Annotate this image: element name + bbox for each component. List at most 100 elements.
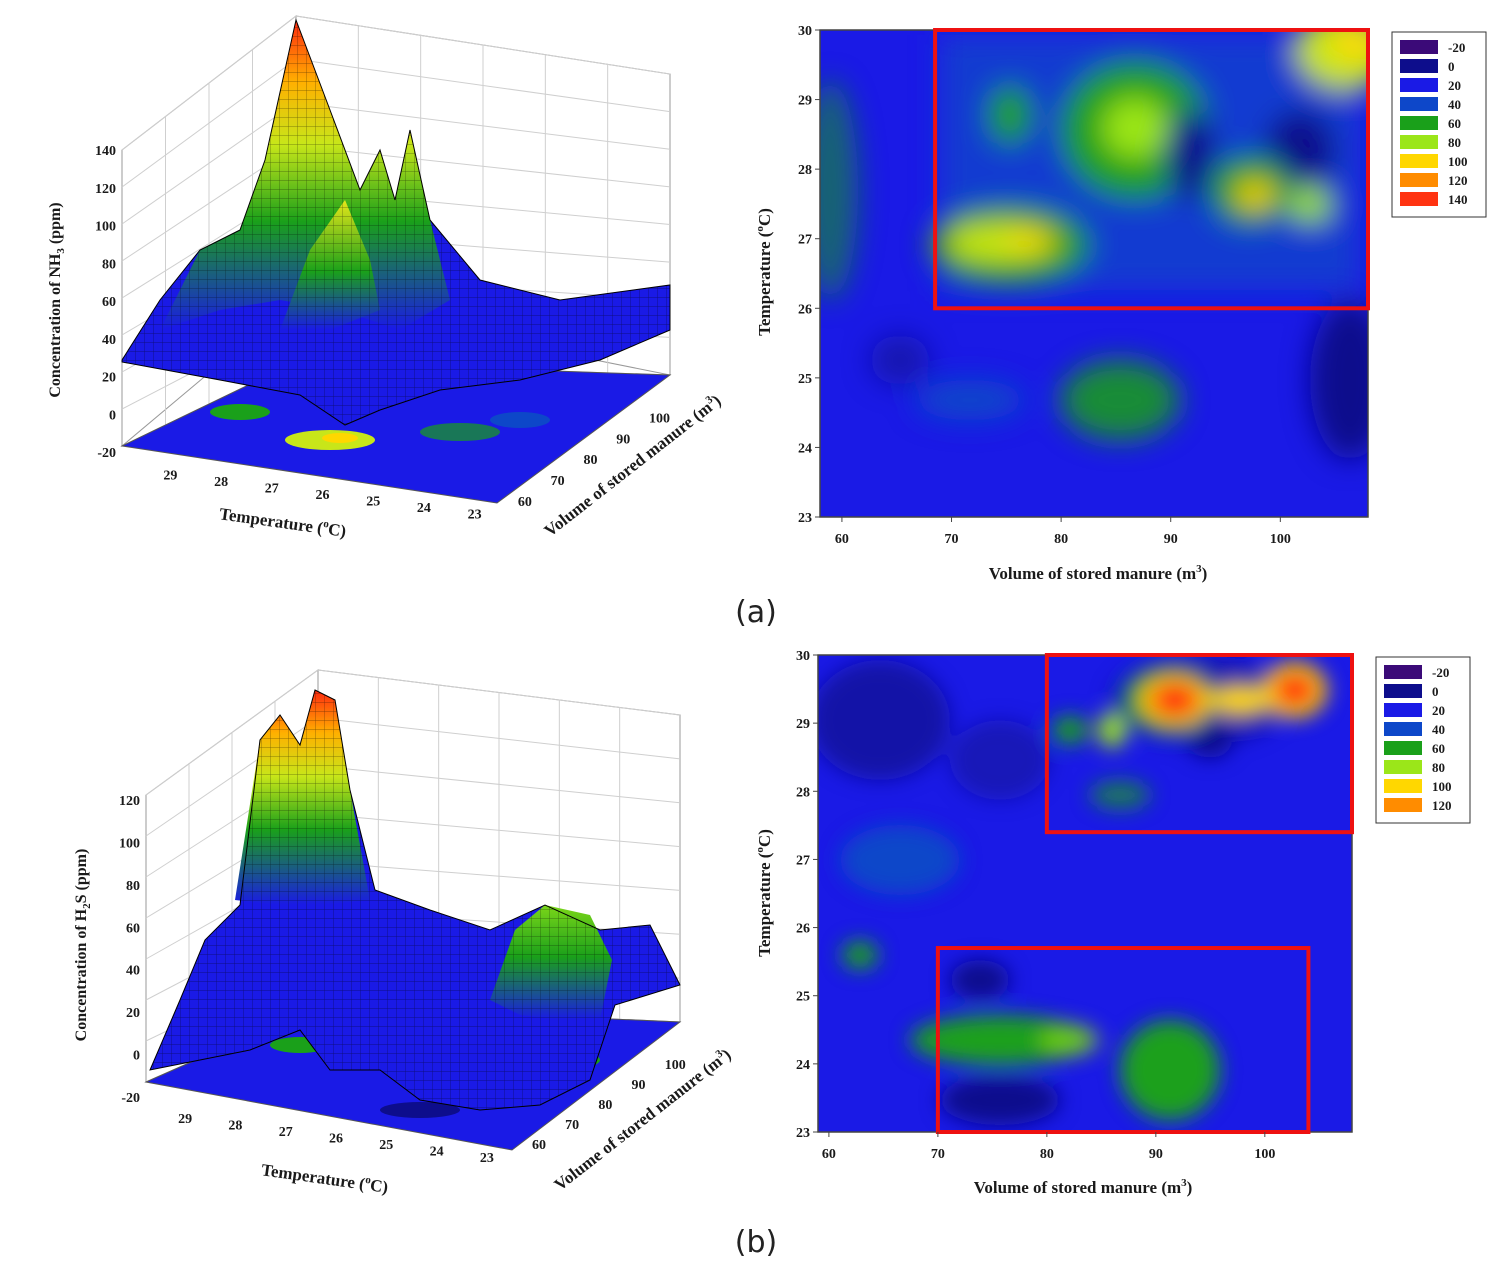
x-tick-label: 23 (468, 508, 482, 523)
y-tick-label: 28 (798, 163, 812, 178)
contour-field (820, 30, 1368, 517)
nh3-3d-surface-plot: Concentration of NH3 (ppm) -20 0 20 40 60 80 1… (47, 14, 725, 541)
legend-swatch (1400, 116, 1438, 130)
legend-label: 100 (1448, 154, 1468, 169)
contour-field (818, 655, 1352, 1132)
z-tick-label: -20 (97, 446, 116, 461)
x-tick-label: 80 (1040, 1147, 1054, 1162)
z-axis-label: Concentration of NH3 (ppm) (47, 202, 67, 397)
y-axis-label: Temperature (oC) (754, 208, 774, 336)
legend-swatch (1384, 703, 1422, 717)
legend-label: -20 (1448, 40, 1465, 55)
y-tick-label: 24 (798, 441, 812, 456)
y-axis-label: Temperature (oC) (754, 829, 774, 957)
y-tick-label: 30 (798, 24, 812, 39)
legend-swatch (1384, 741, 1422, 755)
z-tick-label: 80 (102, 257, 116, 272)
z-tick-label: 0 (133, 1049, 140, 1064)
x-tick-label: 25 (366, 495, 380, 510)
z-tick-label: 60 (102, 295, 116, 310)
y-tick-label: 27 (798, 233, 812, 248)
legend-swatch (1400, 40, 1438, 54)
y-tick-label: 60 (532, 1138, 546, 1153)
x-axis-label: Volume of stored manure (m3) (989, 563, 1208, 583)
y-tick-label: 80 (583, 453, 597, 468)
legend-label: 140 (1448, 192, 1468, 207)
legend-label: 0 (1448, 59, 1455, 74)
legend-label: 0 (1432, 684, 1439, 699)
x-tick-label: 23 (480, 1151, 494, 1166)
x-tick-label: 28 (228, 1119, 242, 1134)
nh3-contour-plot: 60 70 80 90 100 30 29 28 27 26 25 24 23 Volume of st… (754, 24, 1487, 583)
z-tick-label: 40 (102, 333, 116, 348)
legend-label: 100 (1432, 779, 1452, 794)
x-tick-label: 90 (1164, 532, 1178, 547)
x-tick-label: 100 (1254, 1147, 1275, 1162)
caption-a: (a) (735, 595, 777, 630)
legend-swatch (1384, 798, 1422, 812)
legend-label: -20 (1432, 665, 1449, 680)
z-tick-label: 80 (126, 879, 140, 894)
z-tick-label: 100 (119, 836, 140, 851)
x-tick-label: 60 (835, 532, 849, 547)
legend-swatch (1384, 760, 1422, 774)
legend-label: 20 (1448, 78, 1461, 93)
legend-label: 80 (1432, 760, 1445, 775)
legend-label: 60 (1448, 116, 1461, 131)
z-tick-label: 20 (102, 371, 116, 386)
caption-b: (b) (735, 1225, 777, 1260)
legend-label: 40 (1432, 722, 1445, 737)
x-tick-label: 24 (430, 1144, 444, 1159)
x-tick-label: 27 (279, 1125, 293, 1140)
y-tick-label: 100 (649, 412, 670, 427)
y-tick-label: 25 (798, 372, 812, 387)
y-tick-label: 80 (598, 1098, 612, 1113)
legend-swatch (1384, 779, 1422, 793)
y-tick-label: 70 (565, 1118, 579, 1133)
z-tick-label: 40 (126, 964, 140, 979)
x-tick-label: 70 (931, 1147, 945, 1162)
x-tick-label: 26 (329, 1132, 343, 1147)
y-tick-label: 29 (796, 717, 810, 732)
y-tick-label: 30 (796, 649, 810, 664)
z-tick-label: 100 (95, 220, 116, 235)
x-tick-label: 80 (1054, 532, 1068, 547)
x-axis-label: Temperature (oC) (218, 503, 347, 541)
z-tick-label: 60 (126, 921, 140, 936)
x-axis-label: Temperature (oC) (260, 1159, 389, 1197)
legend-swatch (1384, 665, 1422, 679)
highlight-box (1044, 653, 1355, 835)
x-tick-label: 90 (1149, 1147, 1163, 1162)
legend-swatch (1400, 192, 1438, 206)
y-tick-label: 29 (798, 94, 812, 109)
highlight-box (935, 946, 1311, 1134)
y-tick-label: 90 (632, 1078, 646, 1093)
y-tick-label: 26 (798, 302, 812, 317)
z-tick-label: 120 (95, 182, 116, 197)
y-tick-label: 27 (796, 853, 810, 868)
legend: -20 0 20 40 60 80 100 120 140 (1391, 31, 1487, 218)
x-tick-label: 24 (417, 501, 431, 516)
legend-label: 120 (1448, 173, 1468, 188)
legend-label: 80 (1448, 135, 1461, 150)
legend-swatch (1400, 97, 1438, 111)
z-tick-label: 120 (119, 794, 140, 809)
surface (121, 18, 671, 426)
x-tick-label: 60 (822, 1147, 836, 1162)
legend-label: 20 (1432, 703, 1445, 718)
x-tick-label: 29 (178, 1112, 192, 1127)
h2s-contour-plot: 60 70 80 90 100 30 29 28 27 26 25 24 23 Volume of st… (754, 649, 1471, 1197)
x-tick-label: 27 (265, 481, 279, 496)
z-tick-label: 0 (109, 408, 116, 423)
floor-contour-map (120, 361, 672, 504)
y-tick-label: 28 (796, 785, 810, 800)
y-tick-label: 23 (796, 1126, 810, 1141)
h2s-3d-surface-plot: Concentration of H2S (ppm) -20 0 20 40 60 80 1… (73, 669, 735, 1197)
y-tick-label: 24 (796, 1058, 810, 1073)
z-tick-label: -20 (121, 1091, 140, 1106)
z-tick-label: 140 (95, 144, 116, 159)
y-tick-label: 23 (798, 511, 812, 526)
z-tick-label: 20 (126, 1006, 140, 1021)
y-tick-label: 25 (796, 990, 810, 1005)
